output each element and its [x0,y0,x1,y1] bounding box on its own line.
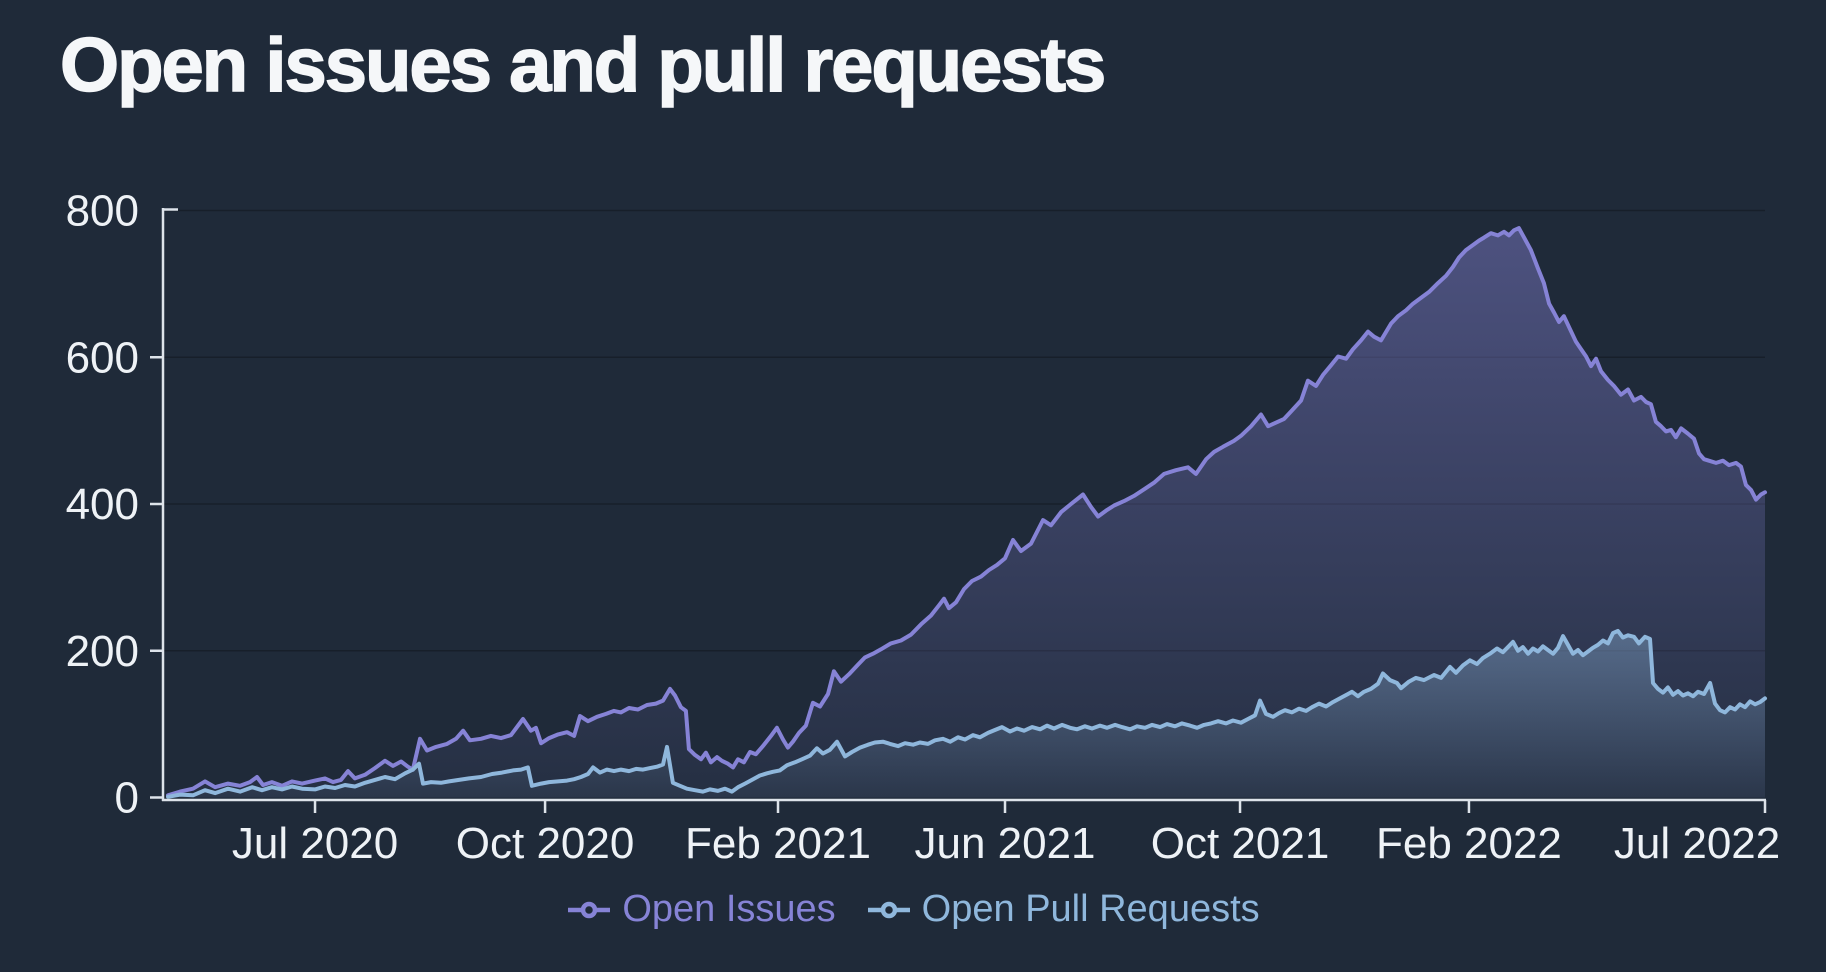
page-title: Open issues and pull requests [59,22,1107,109]
plot-area[interactable] [163,203,1765,798]
open-issues-line [166,226,1767,798]
open-issues-area [168,228,1765,798]
y-tick-label-0: 0 [115,774,139,823]
y-tick-label-200: 200 [66,627,139,676]
open-pull-requests-legend-marker-icon [867,901,910,918]
y-tick-label-400: 400 [66,480,139,529]
x-tick-label-Oct-2020: Oct 2020 [456,819,635,868]
open-issues-legend-marker-icon [568,901,611,918]
x-tick-label-Jun-2021: Jun 2021 [914,819,1095,868]
legend-label-open-issues: Open Issues [622,888,836,930]
x-tick-label-Oct-2021: Oct 2021 [1151,819,1330,868]
open-pull-requests-area [168,630,1765,798]
legend-item-open-pull-requests[interactable]: Open Pull Requests [866,888,1260,931]
legend-label-open-pull-requests: Open Pull Requests [921,888,1260,930]
legend-item-open-issues[interactable]: Open Issues [566,888,836,931]
open-pull-requests-line [166,628,1767,799]
y-tick-label-600: 600 [66,333,139,382]
x-tick-label-Jul-2020: Jul 2020 [232,819,398,868]
x-tick-label-Feb-2022: Feb 2022 [1376,819,1562,868]
x-tick-label-Jul-2022: Jul 2022 [1614,819,1780,868]
y-tick-label-800: 800 [66,187,139,236]
x-tick-label-Feb-2021: Feb 2021 [685,819,871,868]
legend: Open Issues Open Pull Requests [0,888,1826,931]
